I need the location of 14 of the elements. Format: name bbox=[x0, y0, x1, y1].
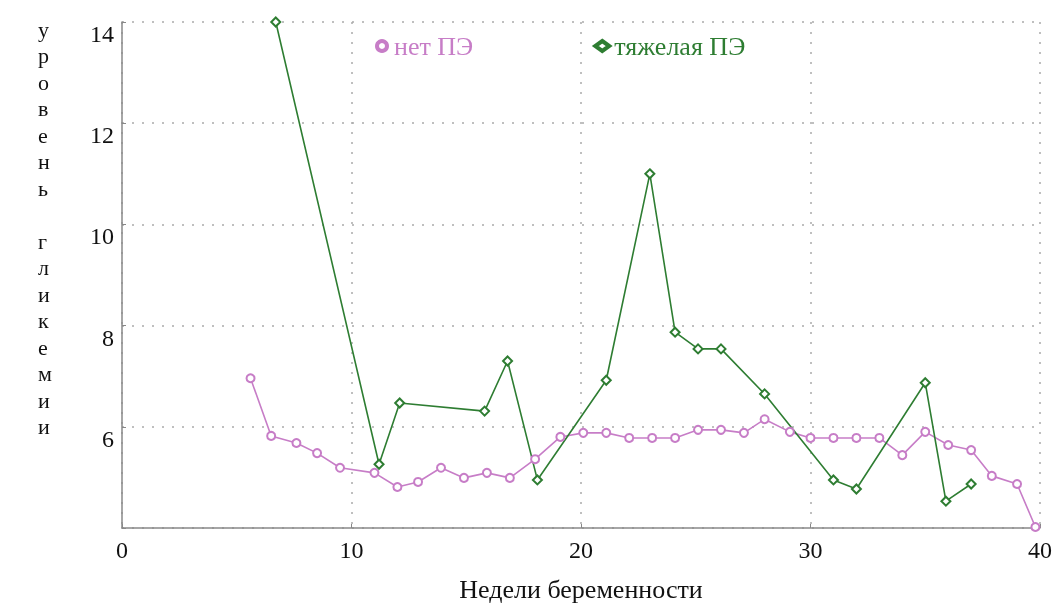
legend-label: тяжелая ПЭ bbox=[614, 31, 746, 61]
y-tick-label: 14 bbox=[90, 21, 114, 47]
x-tick-label: 40 bbox=[1028, 537, 1052, 563]
x-tick-label: 0 bbox=[116, 537, 128, 563]
legend-label: нет ПЭ bbox=[394, 31, 474, 61]
y-tick-label: 12 bbox=[90, 122, 114, 149]
x-tick-label: 20 bbox=[569, 537, 593, 563]
x-tick-label: 30 bbox=[798, 537, 823, 563]
text: уровень гликемии bbox=[38, 16, 52, 440]
y-tick-label: 6 bbox=[102, 425, 114, 452]
y-tick-label: 8 bbox=[102, 324, 114, 351]
y-tick-label: 10 bbox=[90, 223, 114, 250]
x-axis-title: Недели беременности bbox=[459, 574, 703, 604]
x-tick-label: 10 bbox=[339, 537, 364, 563]
